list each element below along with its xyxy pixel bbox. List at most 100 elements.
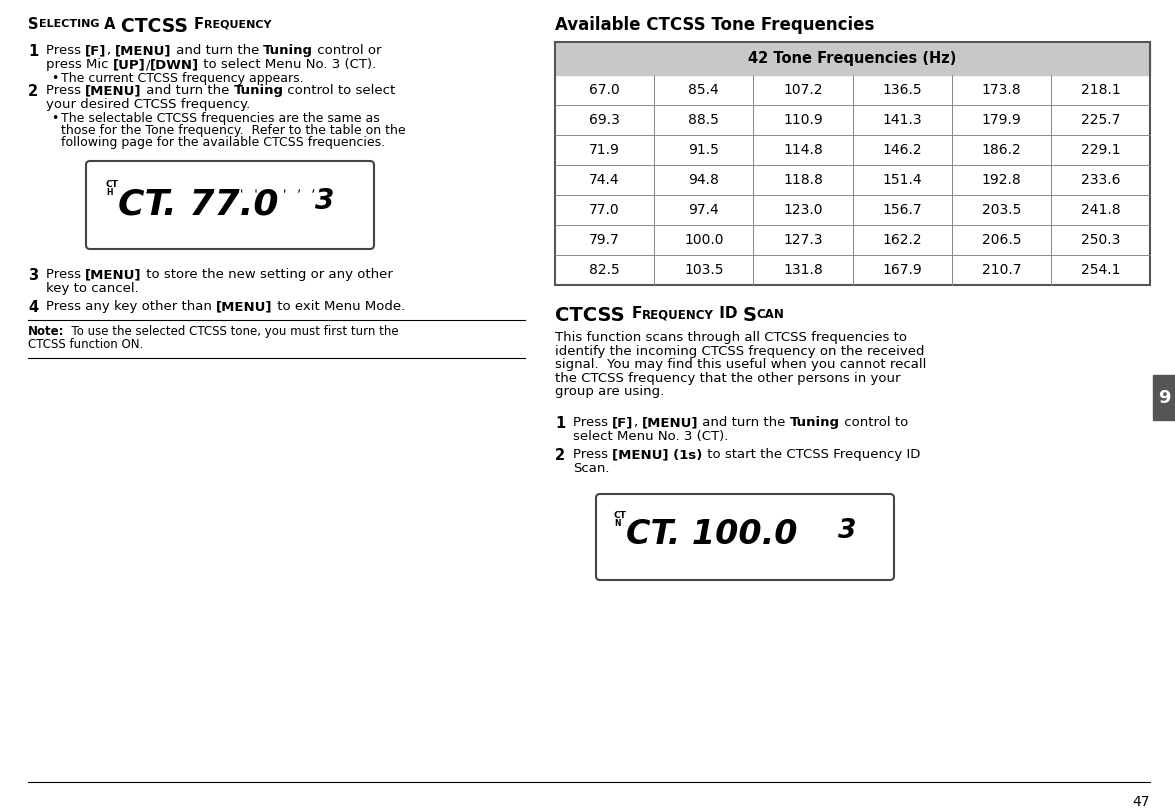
Text: REQUENCY: REQUENCY [204,19,271,29]
Text: 100.0: 100.0 [684,233,724,247]
Text: 1: 1 [28,44,39,59]
Text: 74.4: 74.4 [590,173,620,187]
Text: CT: CT [615,511,627,520]
Text: 114.8: 114.8 [783,143,822,157]
Text: [MENU]: [MENU] [216,300,273,313]
Text: Tuning: Tuning [790,416,840,429]
Text: [MENU]: [MENU] [86,268,142,281]
Text: 127.3: 127.3 [784,233,822,247]
Text: 71.9: 71.9 [589,143,620,157]
Text: control to: control to [840,416,908,429]
Text: [MENU]: [MENU] [642,416,698,429]
Text: N: N [615,519,620,528]
Text: [F]: [F] [86,44,107,57]
Text: 192.8: 192.8 [981,173,1021,187]
Text: to store the new setting or any other: to store the new setting or any other [142,268,392,281]
Text: 82.5: 82.5 [589,263,620,277]
Text: 233.6: 233.6 [1081,173,1120,187]
Text: 77.0: 77.0 [590,203,620,217]
Text: following page for the available CTCSS frequencies.: following page for the available CTCSS f… [61,136,385,149]
Text: Note:: Note: [28,325,65,338]
Text: ,: , [633,416,642,429]
Text: 103.5: 103.5 [684,263,724,277]
Text: Press: Press [46,84,86,97]
Text: CTCSS: CTCSS [121,17,194,36]
Text: 3: 3 [315,187,334,215]
Text: 2: 2 [555,448,565,463]
Text: and turn the: and turn the [142,84,234,97]
Text: •: • [51,72,59,85]
Text: S: S [28,17,39,32]
Text: your desired CTCSS frequency.: your desired CTCSS frequency. [46,98,250,111]
Text: Press any key other than: Press any key other than [46,300,216,313]
Text: 9: 9 [1157,388,1170,406]
Text: ,: , [107,44,115,57]
Text: to start the CTCSS Frequency ID: to start the CTCSS Frequency ID [703,448,920,461]
Text: CTCSS function ON.: CTCSS function ON. [28,338,143,351]
Text: 206.5: 206.5 [981,233,1021,247]
Text: 141.3: 141.3 [882,113,922,127]
Text: to select Menu No. 3 (CT).: to select Menu No. 3 (CT). [199,58,376,71]
Text: [UP]: [UP] [113,58,146,71]
Text: 167.9: 167.9 [882,263,922,277]
Text: select Menu No. 3 (CT).: select Menu No. 3 (CT). [573,430,728,443]
Text: /: / [146,58,150,71]
Text: identify the incoming CTCSS frequency on the received: identify the incoming CTCSS frequency on… [555,345,925,358]
Text: Tuning: Tuning [263,44,313,57]
Text: 162.2: 162.2 [882,233,922,247]
Text: •: • [51,112,59,125]
Text: 4: 4 [28,300,38,315]
Text: 79.7: 79.7 [589,233,620,247]
Text: This function scans through all CTCSS frequencies to: This function scans through all CTCSS fr… [555,331,907,344]
Text: F: F [194,17,204,32]
Text: 118.8: 118.8 [783,173,822,187]
Text: 97.4: 97.4 [689,203,719,217]
Text: 1: 1 [555,416,565,431]
Text: Press: Press [46,44,86,57]
Text: 110.9: 110.9 [783,113,822,127]
Text: 203.5: 203.5 [981,203,1021,217]
Text: 173.8: 173.8 [981,83,1021,97]
Text: 186.2: 186.2 [981,143,1021,157]
Bar [555,42,1150,75]
Text: CTCSS: CTCSS [555,306,631,325]
Text: control to select: control to select [283,84,396,97]
FancyBboxPatch shape [596,494,894,580]
Text: 225.7: 225.7 [1081,113,1120,127]
Text: 88.5: 88.5 [689,113,719,127]
Text: group are using.: group are using. [555,385,664,398]
Text: S: S [743,306,757,325]
Text: 123.0: 123.0 [784,203,822,217]
Text: and turn the: and turn the [698,416,790,429]
Text: 47: 47 [1133,795,1150,809]
Text: ID: ID [713,306,743,321]
Text: 210.7: 210.7 [981,263,1021,277]
Text: 218.1: 218.1 [1081,83,1120,97]
Text: REQUENCY: REQUENCY [642,308,713,321]
Text: F: F [631,306,642,321]
Text: Press: Press [573,448,612,461]
Text: 94.8: 94.8 [689,173,719,187]
Text: 91.5: 91.5 [689,143,719,157]
Text: 151.4: 151.4 [882,173,922,187]
Text: signal.  You may find this useful when you cannot recall: signal. You may find this useful when yo… [555,358,926,371]
Bar [555,42,1150,285]
Bar [1153,375,1175,420]
Text: 2: 2 [28,84,38,99]
Text: the CTCSS frequency that the other persons in your: the CTCSS frequency that the other perso… [555,371,900,384]
Text: 42 Tone Frequencies (Hz): 42 Tone Frequencies (Hz) [748,51,956,66]
Text: Tuning: Tuning [234,84,283,97]
Text: [MENU]: [MENU] [115,44,172,57]
Text: [DWN]: [DWN] [150,58,199,71]
Text: CT: CT [106,180,119,189]
Text: 241.8: 241.8 [1081,203,1120,217]
Text: ELECTING: ELECTING [39,19,99,29]
Text: press Mic: press Mic [46,58,113,71]
Text: 254.1: 254.1 [1081,263,1120,277]
Text: H: H [106,188,113,197]
Text: [F]: [F] [612,416,633,429]
Text: 67.0: 67.0 [589,83,620,97]
Text: [MENU] (1s): [MENU] (1s) [612,448,703,461]
Text: The selectable CTCSS frequencies are the same as: The selectable CTCSS frequencies are the… [61,112,380,125]
Text: A: A [99,17,121,32]
